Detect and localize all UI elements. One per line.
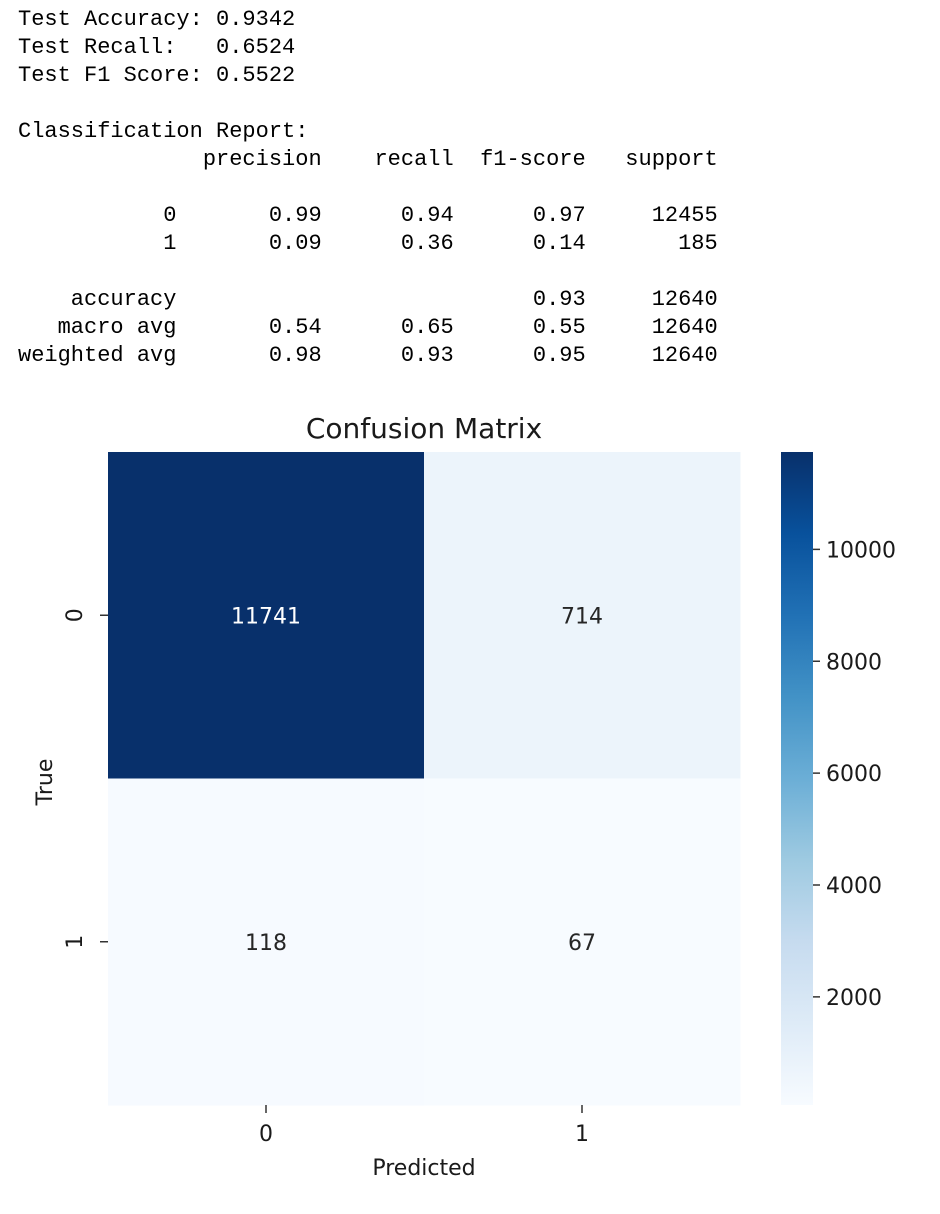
classification-output: Test Accuracy: 0.9342 Test Recall: 0.652…: [18, 6, 718, 370]
colorbar: [781, 452, 813, 1105]
report-line: weighted avg 0.98 0.93 0.95 12640: [18, 343, 718, 368]
cell-value-label: 67: [568, 931, 596, 956]
heatmap-cell: [424, 452, 741, 779]
report-line: precision recall f1-score support: [18, 147, 718, 172]
cell-value-label: 118: [245, 931, 287, 956]
heatmap-cell: [424, 778, 741, 1106]
heatmap-cell: [108, 452, 425, 779]
colorbar-tick-label: 10000: [826, 538, 896, 563]
heatmap-cells: 11741 714 118 67: [108, 452, 741, 1106]
colorbar-tick-label: 4000: [826, 874, 882, 899]
y-axis-label: True: [33, 759, 58, 807]
heatmap-cell: [108, 778, 425, 1106]
colorbar-tick-label: 2000: [826, 986, 882, 1011]
y-tick-label: 0: [63, 608, 88, 622]
x-tick-label: 1: [575, 1122, 589, 1147]
x-axis-label: Predicted: [372, 1156, 475, 1181]
report-line: 0 0.99 0.94 0.97 12455: [18, 203, 718, 228]
metric-line: Test F1 Score: 0.5522: [18, 63, 296, 88]
report-title: Classification Report:: [18, 119, 309, 144]
cell-value-label: 714: [561, 604, 603, 629]
report-line: 1 0.09 0.36 0.14 185: [18, 231, 718, 256]
colorbar-ticks: 2000 4000 6000 8000 10000: [813, 538, 896, 1011]
x-tick-label: 0: [259, 1122, 273, 1147]
y-axis: 01: [63, 608, 108, 949]
chart-title: Confusion Matrix: [306, 412, 542, 445]
colorbar-tick-label: 6000: [826, 762, 882, 787]
report-line: macro avg 0.54 0.65 0.55 12640: [18, 315, 718, 340]
y-tick-label: 1: [63, 935, 88, 949]
metric-line: Test Recall: 0.6524: [18, 35, 296, 60]
report-line: accuracy 0.93 12640: [18, 287, 718, 312]
metric-line: Test Accuracy: 0.9342: [18, 7, 296, 32]
cell-value-label: 11741: [231, 604, 301, 629]
colorbar-tick-label: 8000: [826, 650, 882, 675]
